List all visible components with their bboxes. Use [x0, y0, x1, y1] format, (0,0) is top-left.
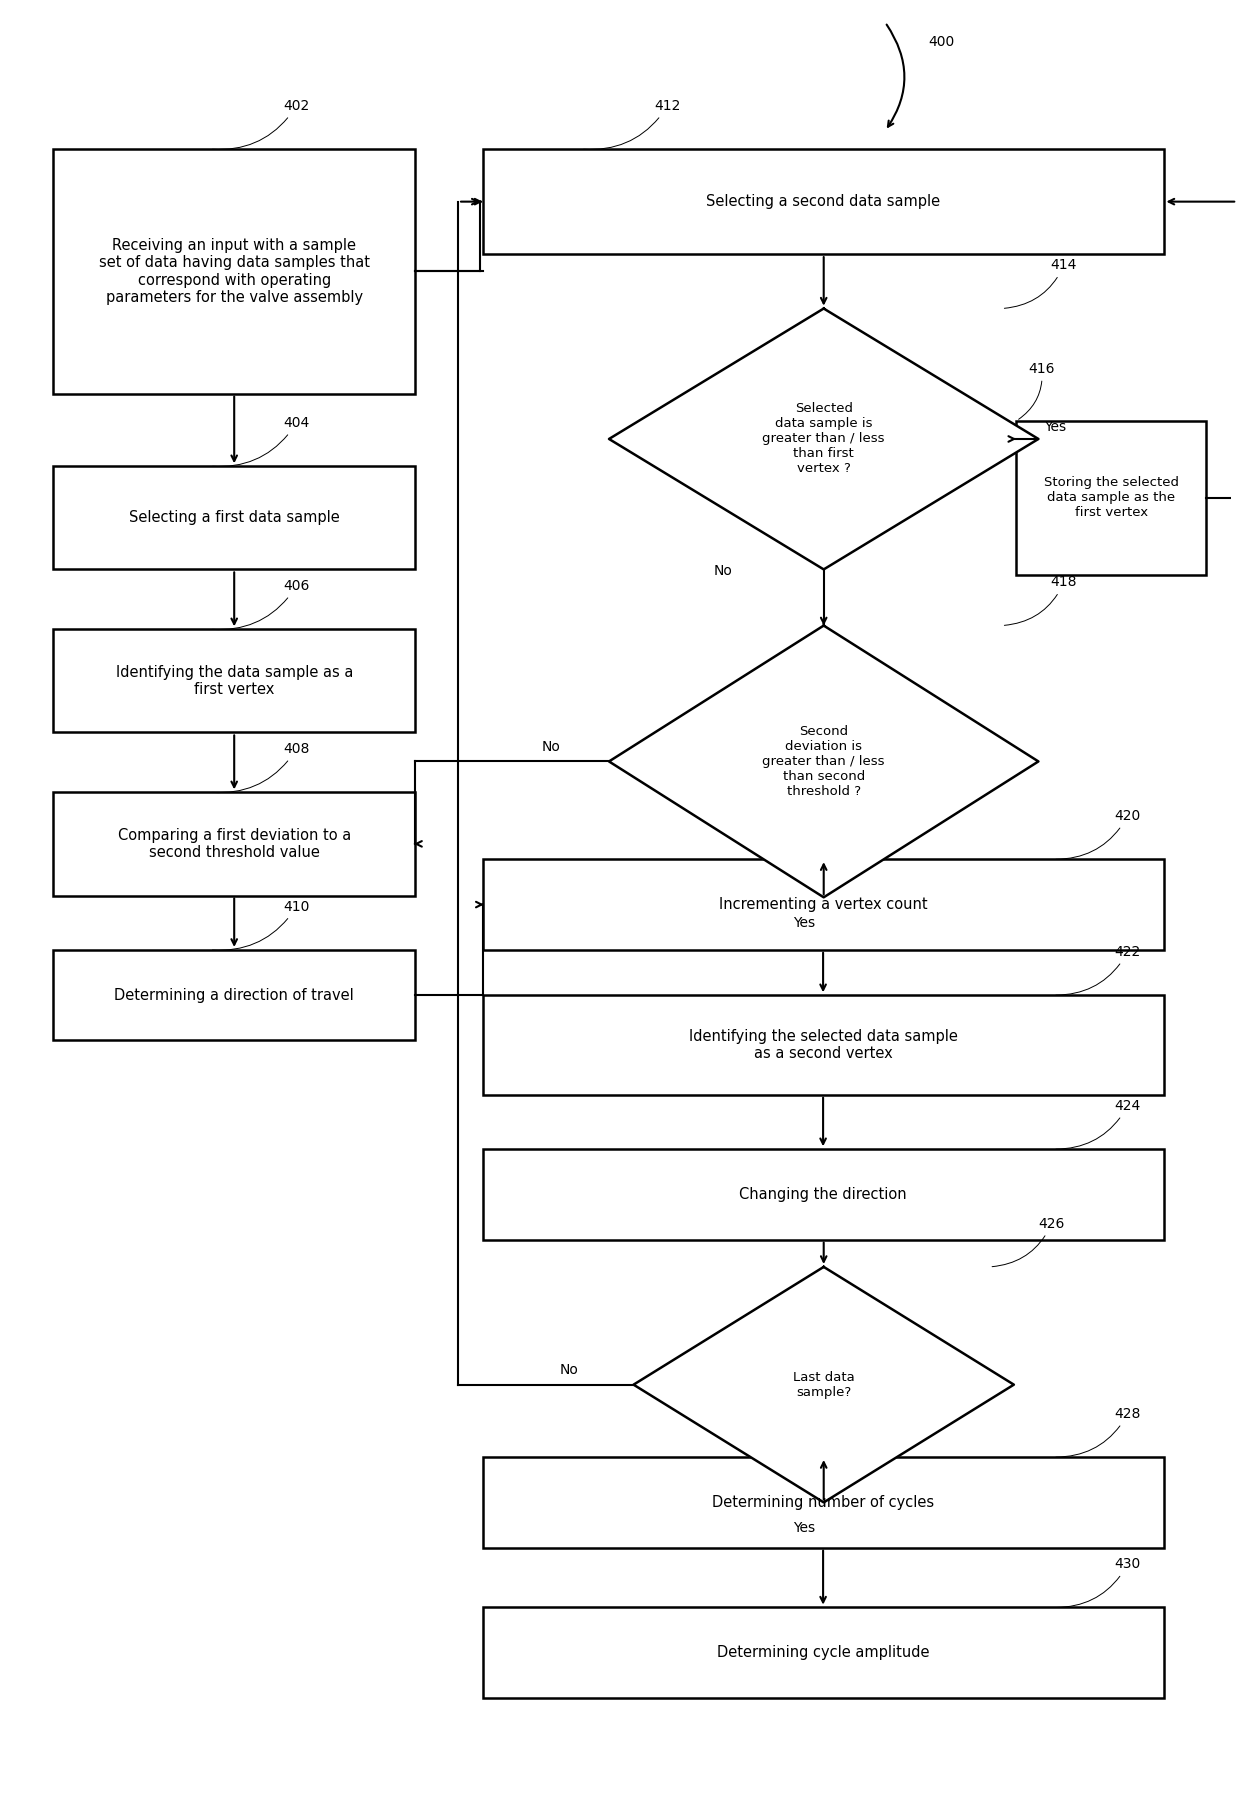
Text: 402: 402 [212, 98, 310, 149]
Text: Changing the direction: Changing the direction [739, 1187, 906, 1201]
FancyBboxPatch shape [482, 1148, 1163, 1239]
Text: Selecting a first data sample: Selecting a first data sample [129, 510, 340, 526]
Text: 414: 414 [1004, 258, 1078, 308]
Text: Yes: Yes [1044, 420, 1066, 433]
Text: 422: 422 [1056, 945, 1141, 996]
Text: No: No [713, 564, 732, 579]
Text: Receiving an input with a sample
set of data having data samples that
correspond: Receiving an input with a sample set of … [99, 238, 370, 306]
Polygon shape [609, 626, 1038, 897]
Text: 426: 426 [992, 1216, 1065, 1267]
FancyBboxPatch shape [1017, 420, 1207, 575]
FancyBboxPatch shape [53, 792, 415, 895]
Text: Determining a direction of travel: Determining a direction of travel [114, 988, 355, 1003]
Text: Storing the selected
data sample as the
first vertex: Storing the selected data sample as the … [1044, 477, 1179, 519]
Text: 412: 412 [584, 98, 681, 149]
FancyBboxPatch shape [53, 950, 415, 1041]
Text: 408: 408 [212, 743, 310, 794]
Text: No: No [560, 1363, 579, 1378]
Text: No: No [542, 741, 560, 753]
Text: 424: 424 [1056, 1099, 1141, 1148]
FancyBboxPatch shape [482, 859, 1163, 950]
Text: 428: 428 [1056, 1407, 1141, 1458]
Text: Incrementing a vertex count: Incrementing a vertex count [719, 897, 928, 912]
Text: Yes: Yes [794, 1522, 815, 1534]
FancyBboxPatch shape [53, 466, 415, 570]
Polygon shape [609, 309, 1038, 570]
Text: Last data
sample?: Last data sample? [792, 1370, 854, 1398]
Text: 416: 416 [1018, 362, 1055, 419]
Text: 410: 410 [212, 899, 310, 950]
Text: Determining cycle amplitude: Determining cycle amplitude [717, 1645, 929, 1660]
Text: 430: 430 [1056, 1558, 1141, 1607]
Text: 400: 400 [928, 35, 955, 49]
FancyBboxPatch shape [482, 996, 1163, 1096]
Text: Identifying the selected data sample
as a second vertex: Identifying the selected data sample as … [688, 1028, 957, 1061]
FancyBboxPatch shape [482, 149, 1163, 255]
FancyBboxPatch shape [53, 149, 415, 393]
Text: 418: 418 [1004, 575, 1078, 626]
Text: 404: 404 [212, 417, 310, 466]
Text: Selecting a second data sample: Selecting a second data sample [706, 195, 940, 209]
Text: Determining number of cycles: Determining number of cycles [712, 1494, 934, 1511]
Text: 420: 420 [1056, 810, 1141, 859]
Text: Comparing a first deviation to a
second threshold value: Comparing a first deviation to a second … [118, 828, 351, 861]
Polygon shape [634, 1267, 1014, 1503]
Text: Yes: Yes [794, 915, 815, 930]
Text: Selected
data sample is
greater than / less
than first
vertex ?: Selected data sample is greater than / l… [763, 402, 885, 475]
Text: Identifying the data sample as a
first vertex: Identifying the data sample as a first v… [115, 664, 353, 697]
Text: Second
deviation is
greater than / less
than second
threshold ?: Second deviation is greater than / less … [763, 724, 885, 797]
FancyBboxPatch shape [482, 1607, 1163, 1698]
FancyBboxPatch shape [53, 630, 415, 732]
FancyBboxPatch shape [482, 1458, 1163, 1547]
Text: 406: 406 [212, 579, 310, 630]
